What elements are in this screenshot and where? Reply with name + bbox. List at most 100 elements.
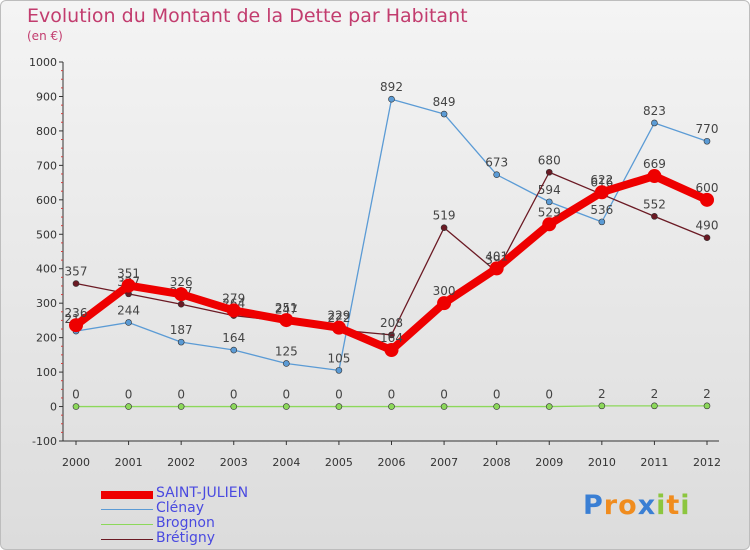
data-label-bretigny: 208 — [380, 316, 403, 330]
data-point-saint-julien — [226, 303, 241, 318]
data-point-clenay — [335, 367, 343, 374]
y-tick-label: 1000 — [29, 56, 57, 69]
data-label-saint-julien: 326 — [170, 275, 193, 289]
data-point-bretigny — [545, 168, 553, 176]
data-point-saint-julien — [700, 192, 714, 207]
data-point-clenay — [545, 198, 553, 206]
data-point-bretigny — [703, 234, 711, 242]
y-tick-label: 700 — [36, 159, 57, 172]
data-label-clenay: 164 — [222, 331, 245, 345]
data-point-brognon — [598, 402, 606, 410]
data-label-brognon: 0 — [545, 388, 553, 402]
data-label-saint-julien: 351 — [117, 267, 140, 281]
data-label-clenay: 105 — [327, 351, 350, 365]
data-label-clenay: 823 — [643, 104, 666, 118]
data-point-saint-julien — [279, 313, 294, 328]
logo-letter: i — [680, 490, 691, 521]
data-point-clenay — [598, 218, 606, 226]
data-point-saint-julien — [542, 217, 557, 232]
y-tick-label: 600 — [36, 194, 57, 207]
x-tick-label: 2003 — [220, 456, 248, 469]
legend-swatch-clenay — [101, 509, 153, 510]
data-label-bretigny: 357 — [65, 265, 88, 279]
data-point-saint-julien — [69, 318, 83, 333]
legend-swatch-saint-julien — [101, 491, 153, 499]
x-tick-label: 2002 — [167, 456, 195, 469]
data-label-brognon: 2 — [598, 387, 606, 401]
data-label-brognon: 0 — [283, 388, 291, 402]
data-label-clenay: 770 — [696, 122, 719, 136]
data-label-saint-julien: 164 — [380, 331, 403, 345]
legend-label-bretigny: Brétigny — [156, 530, 216, 546]
logo-letter: P — [583, 490, 604, 521]
y-tick-label: 200 — [36, 332, 57, 345]
x-tick-label: 2001 — [115, 456, 143, 469]
data-point-saint-julien — [331, 320, 346, 335]
x-tick-label: 2006 — [378, 456, 406, 469]
logo-letter: x — [637, 490, 657, 521]
data-point-brognon — [125, 403, 132, 410]
series-line-bretigny — [75, 171, 708, 336]
logo-letter: t — [666, 490, 681, 521]
data-label-saint-julien: 300 — [433, 284, 456, 298]
data-point-clenay — [493, 171, 500, 178]
x-tick-label: 2010 — [588, 456, 616, 469]
data-point-clenay — [651, 119, 658, 127]
legend-label-brognon: Brognon — [156, 515, 215, 531]
chart-title: Evolution du Montant de la Dette par Hab… — [27, 5, 468, 27]
data-label-bretigny: 490 — [696, 219, 719, 233]
data-label-brognon: 0 — [72, 388, 80, 402]
data-label-clenay: 673 — [485, 156, 508, 170]
logo-letter: o — [618, 490, 638, 521]
x-tick-label: 2004 — [272, 456, 300, 469]
data-label-saint-julien: 669 — [643, 157, 666, 171]
data-point-brognon — [651, 402, 658, 410]
data-label-clenay: 594 — [538, 183, 561, 197]
data-point-bretigny — [651, 213, 658, 220]
data-label-bretigny: 247 — [275, 302, 298, 316]
data-point-brognon — [545, 403, 553, 410]
logo-letter: r — [603, 490, 619, 521]
legend-label-clenay: Clénay — [156, 500, 205, 516]
x-tick-label: 2012 — [693, 456, 721, 469]
x-tick-label: 2007 — [430, 456, 458, 469]
y-tick-label: 300 — [36, 297, 57, 310]
y-tick-label: 100 — [36, 366, 57, 379]
data-label-saint-julien: 236 — [65, 306, 88, 320]
data-label-brognon: 0 — [177, 388, 185, 402]
data-label-clenay: 244 — [117, 303, 140, 317]
data-label-clenay: 892 — [380, 80, 403, 94]
data-label-bretigny: 552 — [643, 197, 666, 211]
data-point-saint-julien — [647, 169, 662, 184]
data-point-brognon — [703, 402, 711, 410]
data-label-saint-julien: 401 — [485, 249, 508, 263]
data-point-bretigny — [72, 280, 80, 287]
data-point-brognon — [388, 403, 395, 410]
data-point-saint-julien — [594, 185, 609, 200]
y-tick-label: 900 — [36, 90, 57, 103]
legend-swatch-bretigny — [101, 539, 153, 540]
data-label-clenay: 536 — [590, 203, 613, 217]
x-tick-label: 2000 — [62, 456, 90, 469]
proxiti-logo: Proxiti — [583, 490, 691, 521]
data-label-brognon: 0 — [335, 388, 343, 402]
data-label-clenay: 849 — [433, 95, 456, 109]
data-label-brognon: 0 — [493, 388, 501, 402]
data-label-bretigny: 519 — [433, 209, 456, 223]
data-point-saint-julien — [437, 296, 452, 311]
data-label-bretigny: 680 — [538, 153, 561, 167]
data-point-clenay — [283, 360, 290, 367]
data-point-saint-julien — [384, 343, 399, 358]
data-label-brognon: 0 — [440, 388, 448, 402]
data-label-brognon: 2 — [651, 387, 659, 401]
data-point-brognon — [177, 403, 185, 410]
data-point-clenay — [177, 338, 185, 346]
data-point-brognon — [335, 403, 343, 410]
data-point-brognon — [72, 403, 80, 410]
data-point-saint-julien — [121, 278, 136, 293]
data-point-brognon — [283, 403, 290, 410]
logo-letter: i — [656, 490, 667, 521]
data-point-clenay — [230, 346, 238, 354]
